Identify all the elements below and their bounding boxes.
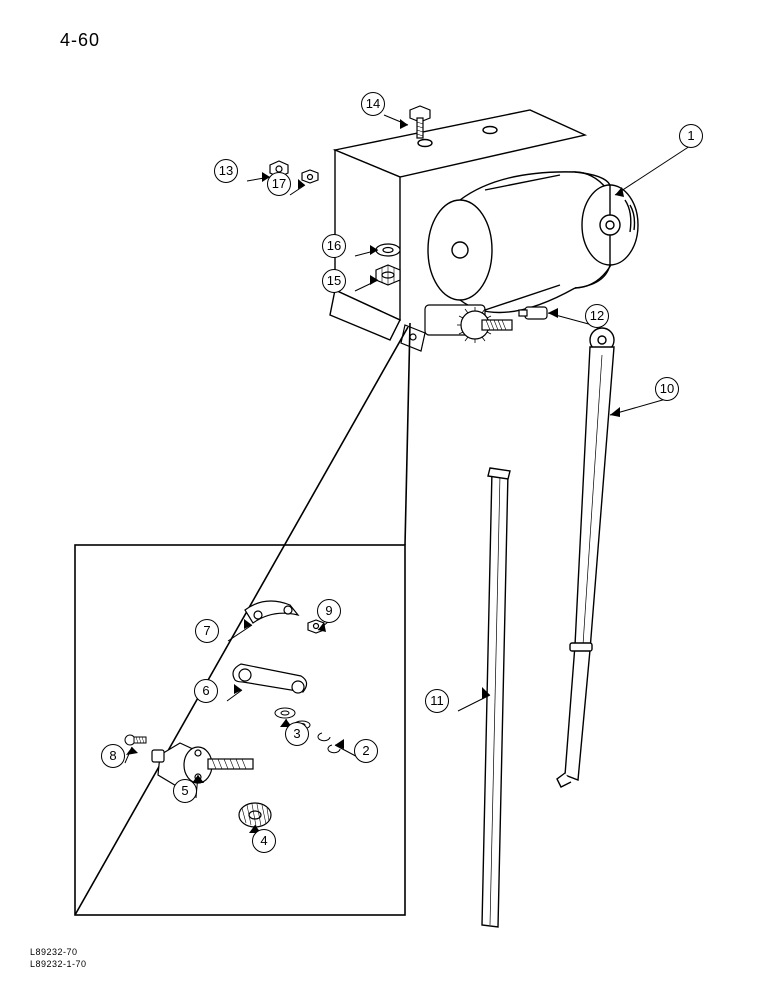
callout-13: 13	[214, 159, 238, 183]
callout-1: 1	[679, 124, 703, 148]
page-number: 4-60	[60, 30, 100, 51]
callout-8: 8	[101, 744, 125, 768]
callout-15: 15	[322, 269, 346, 293]
callout-3: 3	[285, 722, 309, 746]
callout-16: 16	[322, 234, 346, 258]
callout-11: 11	[425, 689, 449, 713]
callout-9: 9	[317, 599, 341, 623]
callout-17: 17	[267, 172, 291, 196]
code-line-2: L89232-1-70	[30, 958, 87, 970]
callout-7: 7	[195, 619, 219, 643]
callout-2: 2	[354, 739, 378, 763]
callout-12: 12	[585, 304, 609, 328]
callout-14: 14	[361, 92, 385, 116]
callout-6: 6	[194, 679, 218, 703]
drawing-reference-codes: L89232-70 L89232-1-70	[30, 946, 87, 970]
callout-4: 4	[252, 829, 276, 853]
exploded-diagram: 1 10 11 12 13 14 15 16 17 2 3 4 5 6 7 8 …	[30, 55, 750, 955]
callout-5: 5	[173, 779, 197, 803]
callout-10: 10	[655, 377, 679, 401]
code-line-1: L89232-70	[30, 946, 87, 958]
